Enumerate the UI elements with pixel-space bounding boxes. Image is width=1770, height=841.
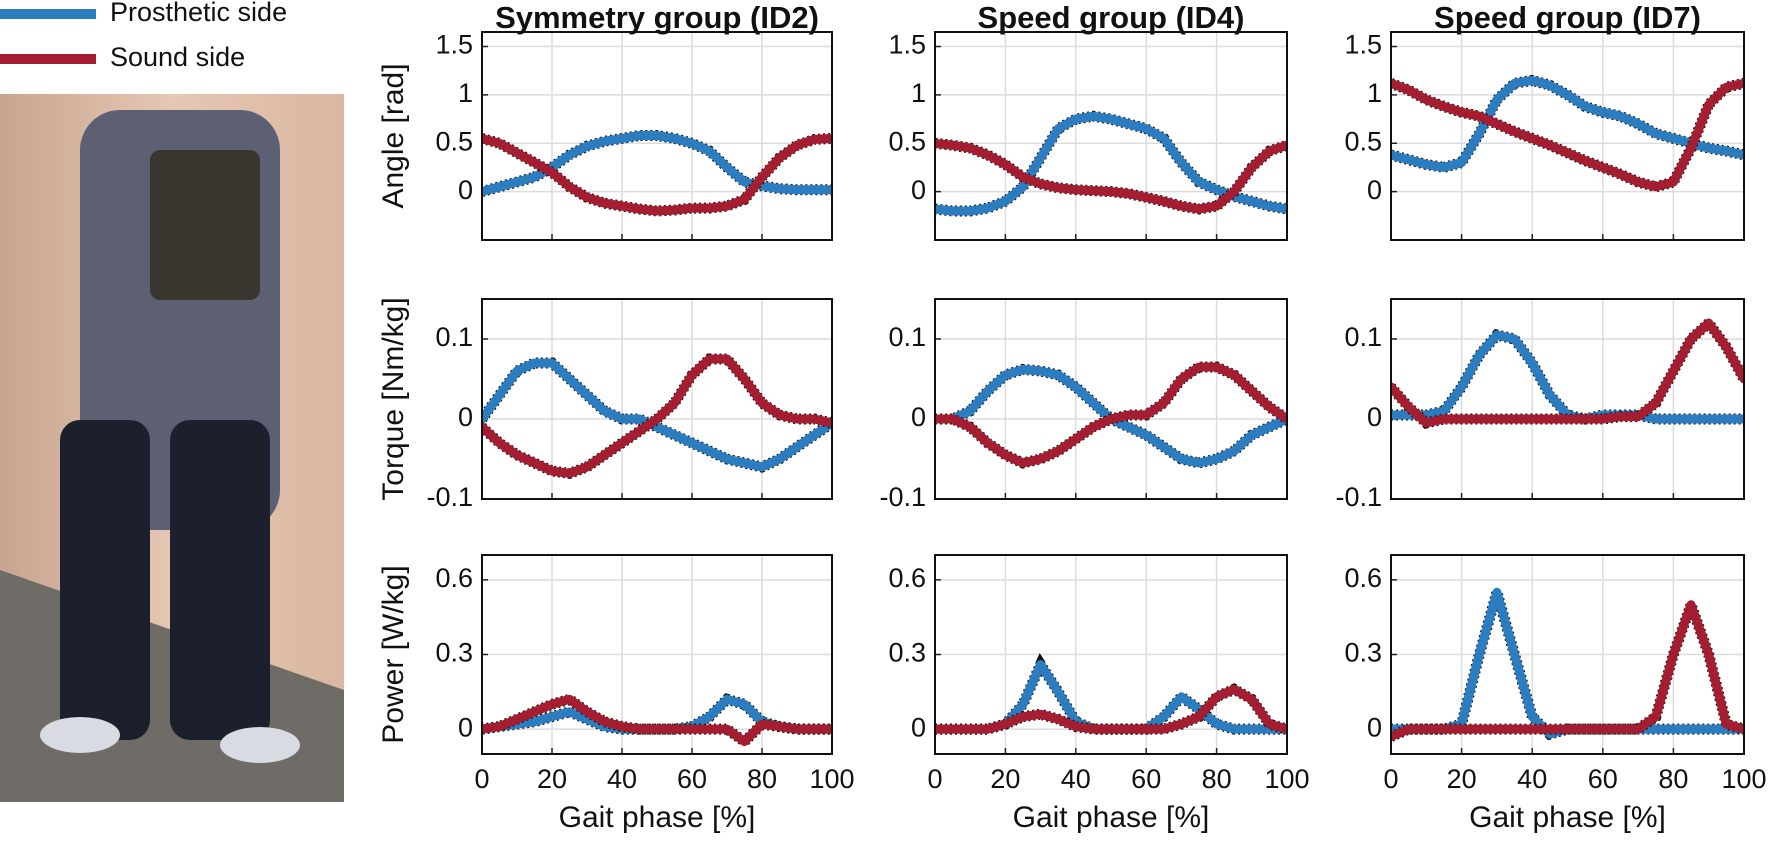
series-line	[482, 131, 832, 197]
y-tick-label: 0.6	[435, 563, 473, 593]
y-tick-label: 0.6	[888, 563, 926, 593]
series-line	[1391, 600, 1744, 742]
series-line	[1391, 75, 1744, 172]
y-tick-label: 0.1	[1344, 322, 1382, 352]
series-line	[482, 354, 832, 478]
y-tick-label: 0.3	[1344, 638, 1382, 668]
y-tick-label: 0.5	[1344, 126, 1382, 156]
series-line	[935, 660, 1287, 734]
x-tick-label: 60	[1131, 764, 1161, 794]
x-tick-label: 0	[1383, 764, 1398, 794]
y-tick-label: 1.5	[1344, 30, 1382, 60]
y-tick-label: 0.6	[1344, 563, 1382, 593]
y-tick-label: 0	[458, 175, 473, 205]
x-tick-label: 100	[809, 764, 854, 794]
y-tick-label: 0	[458, 402, 473, 432]
y-tick-label: -0.1	[1335, 482, 1382, 512]
series-line	[935, 684, 1287, 734]
series-outline	[1391, 588, 1744, 742]
x-tick-label: 20	[1447, 764, 1477, 794]
x-tick-label: 20	[537, 764, 567, 794]
y-axis-label: Torque [Nm/kg]	[377, 297, 410, 500]
axes-box	[481, 31, 833, 241]
y-tick-label: 1	[458, 78, 473, 108]
y-tick-label: -0.1	[879, 482, 926, 512]
chart: -0.1 0 0.1	[879, 298, 1288, 512]
x-tick-label: 40	[1061, 764, 1091, 794]
x-tick-label: 100	[1264, 764, 1309, 794]
chart: -0.1 0 0.1	[1335, 298, 1745, 512]
y-tick-label: 0	[911, 712, 926, 742]
y-axis-label: Power [W/kg]	[377, 565, 410, 743]
x-axis-label: Gait phase [%]	[1469, 801, 1666, 834]
x-axis-label: Gait phase [%]	[1013, 801, 1210, 834]
y-tick-label: 0	[1367, 175, 1382, 205]
y-tick-label: 0	[458, 712, 473, 742]
chart: 0 20 40 60 80 100 0 0.3 0.6 Gait phase [%]	[888, 554, 1310, 834]
axes-box	[934, 298, 1288, 500]
chart-title: Symmetry group (ID2)	[495, 0, 819, 35]
series-line	[1391, 78, 1744, 192]
photo	[0, 94, 344, 802]
axes-box	[1390, 554, 1745, 755]
x-tick-label: 80	[1658, 764, 1688, 794]
series-outline	[935, 683, 1287, 735]
series-line	[935, 138, 1287, 214]
x-tick-label: 40	[1517, 764, 1547, 794]
axes-box	[481, 298, 833, 500]
y-tick-label: 0.1	[435, 322, 473, 352]
x-tick-label: 40	[607, 764, 637, 794]
chart: 0 0.5 1 1.5 Symmetry group (ID2) Angle [rad]	[377, 0, 833, 241]
axes-box	[934, 554, 1288, 755]
legend-label: Prosthetic side	[110, 0, 287, 27]
y-tick-label: 0.3	[435, 638, 473, 668]
x-tick-label: 80	[1202, 764, 1232, 794]
series-outline	[935, 652, 1287, 735]
series-line	[482, 694, 832, 747]
series-line	[1391, 318, 1744, 428]
legend: Prosthetic side Sound side	[0, 0, 287, 72]
chart-title: Speed group (ID7)	[1434, 0, 1701, 35]
series-line	[935, 362, 1287, 468]
x-tick-label: 60	[1588, 764, 1618, 794]
y-tick-label: 1.5	[435, 30, 473, 60]
x-tick-label: 20	[990, 764, 1020, 794]
chart: 0 0.5 1 1.5 Speed group (ID4)	[888, 0, 1288, 241]
x-tick-label: 0	[474, 764, 489, 794]
y-tick-label: 0	[911, 402, 926, 432]
y-axis-label: Angle [rad]	[377, 63, 410, 208]
chart: 0 20 40 60 80 100 0 0.3 0.6 Gait phase [%]	[1344, 554, 1767, 834]
x-tick-label: 0	[927, 764, 942, 794]
x-tick-label: 100	[1721, 764, 1766, 794]
chart-title: Speed group (ID4)	[978, 0, 1245, 35]
y-tick-label: 0	[1367, 402, 1382, 432]
y-tick-label: 0	[1367, 712, 1382, 742]
y-tick-label: -0.1	[426, 482, 473, 512]
chart: 0 0.5 1 1.5 Speed group (ID7)	[1344, 0, 1745, 241]
axes-box	[934, 31, 1288, 241]
x-tick-label: 60	[677, 764, 707, 794]
y-tick-label: 0.5	[888, 126, 926, 156]
axes-box	[1390, 298, 1745, 500]
legend-label: Sound side	[110, 42, 245, 72]
y-tick-label: 1	[1367, 78, 1382, 108]
x-axis-label: Gait phase [%]	[559, 801, 756, 834]
axes-box	[481, 554, 833, 755]
series-line	[482, 358, 832, 472]
y-tick-label: 0.3	[888, 638, 926, 668]
x-tick-label: 80	[747, 764, 777, 794]
y-tick-label: 0.5	[435, 126, 473, 156]
chart: -0.1 0 0.1 Torque [Nm/kg]	[377, 297, 833, 512]
y-tick-label: 0.1	[888, 322, 926, 352]
y-tick-label: 1.5	[888, 30, 926, 60]
y-tick-label: 1	[911, 78, 926, 108]
axes-box	[1390, 31, 1745, 241]
y-tick-label: 0	[911, 175, 926, 205]
chart: 0 20 40 60 80 100 0 0.3 0.6 Power [W/kg] Gait phas…	[377, 554, 855, 834]
series-line	[482, 133, 832, 216]
